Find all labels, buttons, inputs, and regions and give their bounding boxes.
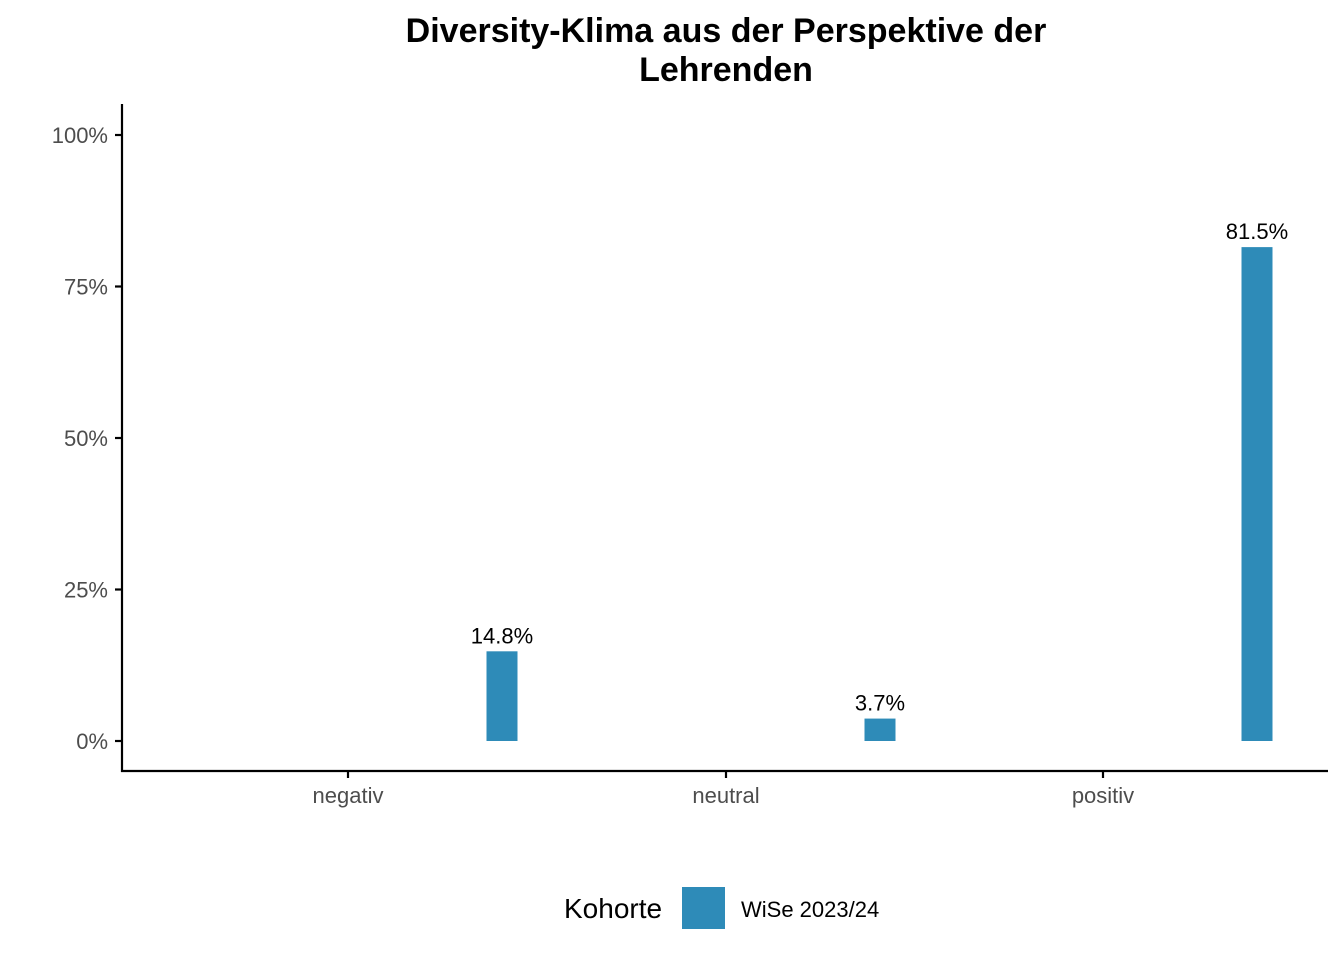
legend: Kohorte WiSe 2023/24: [564, 887, 879, 929]
y-tick-label: 100%: [52, 123, 108, 148]
data-label-neutral: 3.7%: [855, 691, 905, 716]
x-tick-label-neutral: neutral: [692, 783, 759, 808]
bar-negativ: [486, 651, 518, 741]
legend-label-wise-2023-24: WiSe 2023/24: [741, 897, 879, 922]
data-labels: 14.8% 3.7% 81.5%: [471, 219, 1288, 715]
y-tick-label: 0%: [76, 729, 108, 754]
bars: [486, 247, 1273, 742]
x-ticks: negativ neutral positiv: [313, 771, 1134, 808]
legend-swatch: [682, 887, 725, 929]
chart-title: Diversity-Klima aus der Perspektive der …: [406, 12, 1047, 89]
data-label-positiv: 81.5%: [1226, 219, 1288, 244]
y-tick-label: 75%: [64, 275, 108, 300]
y-tick-label: 25%: [64, 578, 108, 603]
x-tick-label-negativ: negativ: [313, 783, 384, 808]
axes: [120, 104, 1328, 773]
bar-positiv: [1241, 247, 1273, 742]
legend-title: Kohorte: [564, 893, 662, 924]
bar-neutral: [864, 718, 896, 741]
data-label-negativ: 14.8%: [471, 623, 533, 648]
y-tick-label: 50%: [64, 426, 108, 451]
x-tick-label-positiv: positiv: [1072, 783, 1134, 808]
chart-title-line-2: Lehrenden: [639, 51, 813, 89]
y-ticks: 0% 25% 50% 75% 100%: [52, 123, 122, 754]
chart-title-line-1: Diversity-Klima aus der Perspektive der: [406, 12, 1047, 50]
